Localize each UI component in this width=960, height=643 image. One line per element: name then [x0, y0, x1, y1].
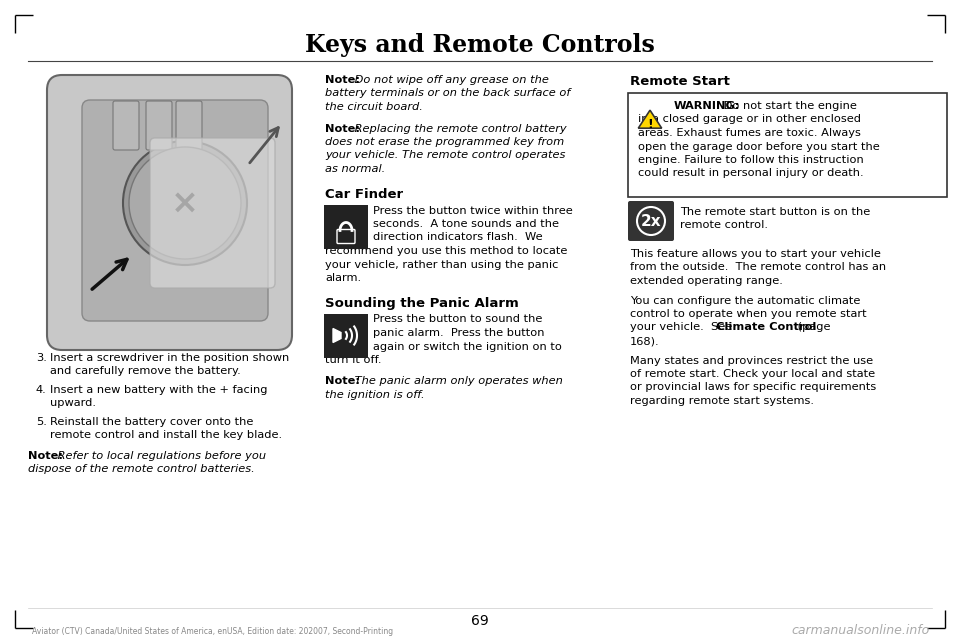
- Text: battery terminals or on the back surface of: battery terminals or on the back surface…: [325, 89, 570, 98]
- Text: Remote Start: Remote Start: [630, 75, 730, 88]
- Text: seconds.  A tone sounds and the: seconds. A tone sounds and the: [373, 219, 559, 229]
- FancyBboxPatch shape: [113, 101, 139, 150]
- Text: 5.: 5.: [36, 417, 47, 427]
- FancyBboxPatch shape: [146, 101, 172, 150]
- Text: direction indicators flash.  We: direction indicators flash. We: [373, 233, 542, 242]
- Text: Press the button twice within three: Press the button twice within three: [373, 206, 573, 215]
- Text: or provincial laws for specific requirements: or provincial laws for specific requirem…: [630, 383, 876, 392]
- Circle shape: [123, 141, 247, 265]
- Text: your vehicle.  See: your vehicle. See: [630, 323, 736, 332]
- Text: (page: (page: [795, 323, 831, 332]
- Text: Reinstall the battery cover onto the: Reinstall the battery cover onto the: [50, 417, 253, 427]
- Text: extended operating range.: extended operating range.: [630, 276, 782, 286]
- Text: Do not start the engine: Do not start the engine: [720, 101, 857, 111]
- Text: of remote start. Check your local and state: of remote start. Check your local and st…: [630, 369, 876, 379]
- Text: WARNING:: WARNING:: [674, 101, 740, 111]
- Text: Keys and Remote Controls: Keys and Remote Controls: [305, 33, 655, 57]
- Text: panic alarm.  Press the button: panic alarm. Press the button: [373, 328, 544, 338]
- FancyBboxPatch shape: [47, 75, 292, 350]
- Text: and carefully remove the battery.: and carefully remove the battery.: [50, 367, 241, 377]
- Text: Note:: Note:: [325, 75, 360, 85]
- Text: Note:: Note:: [28, 451, 63, 461]
- Text: 69: 69: [471, 614, 489, 628]
- Text: dispose of the remote control batteries.: dispose of the remote control batteries.: [28, 464, 254, 475]
- Text: Climate Control: Climate Control: [716, 323, 817, 332]
- Text: upward.: upward.: [50, 399, 96, 408]
- Text: regarding remote start systems.: regarding remote start systems.: [630, 396, 814, 406]
- Text: Insert a screwdriver in the position shown: Insert a screwdriver in the position sho…: [50, 353, 289, 363]
- Text: Insert a new battery with the + facing: Insert a new battery with the + facing: [50, 385, 268, 395]
- FancyBboxPatch shape: [150, 138, 275, 288]
- Text: 168).: 168).: [630, 336, 660, 346]
- Text: 4.: 4.: [36, 385, 47, 395]
- Text: Sounding the Panic Alarm: Sounding the Panic Alarm: [325, 296, 518, 309]
- Text: control to operate when you remote start: control to operate when you remote start: [630, 309, 867, 319]
- Text: Note:: Note:: [325, 377, 360, 386]
- Text: from the outside.  The remote control has an: from the outside. The remote control has…: [630, 262, 886, 273]
- Text: remote control.: remote control.: [680, 221, 768, 230]
- Text: does not erase the programmed key from: does not erase the programmed key from: [325, 137, 564, 147]
- Text: Many states and provinces restrict the use: Many states and provinces restrict the u…: [630, 356, 874, 365]
- FancyBboxPatch shape: [337, 230, 355, 244]
- Circle shape: [129, 147, 241, 259]
- FancyBboxPatch shape: [176, 101, 202, 150]
- Text: carmanualsonline.info: carmanualsonline.info: [792, 624, 930, 637]
- Text: recommend you use this method to locate: recommend you use this method to locate: [325, 246, 567, 256]
- Text: This feature allows you to start your vehicle: This feature allows you to start your ve…: [630, 249, 881, 259]
- FancyBboxPatch shape: [324, 314, 368, 358]
- Text: the circuit board.: the circuit board.: [325, 102, 422, 112]
- Text: Aviator (CTV) Canada/United States of America, enUSA, Edition date: 202007, Seco: Aviator (CTV) Canada/United States of Am…: [32, 626, 394, 635]
- Text: could result in personal injury or death.: could result in personal injury or death…: [638, 168, 864, 179]
- FancyBboxPatch shape: [82, 100, 268, 321]
- Text: in a closed garage or in other enclosed: in a closed garage or in other enclosed: [638, 114, 861, 125]
- Text: as normal.: as normal.: [325, 164, 385, 174]
- FancyBboxPatch shape: [628, 93, 947, 197]
- Text: the ignition is off.: the ignition is off.: [325, 390, 424, 400]
- Text: engine. Failure to follow this instruction: engine. Failure to follow this instructi…: [638, 155, 864, 165]
- Text: The panic alarm only operates when: The panic alarm only operates when: [351, 377, 563, 386]
- Text: again or switch the ignition on to: again or switch the ignition on to: [373, 341, 562, 352]
- Text: Do not wipe off any grease on the: Do not wipe off any grease on the: [351, 75, 549, 85]
- FancyBboxPatch shape: [628, 201, 674, 241]
- FancyBboxPatch shape: [324, 204, 368, 248]
- Text: Car Finder: Car Finder: [325, 188, 403, 201]
- Text: The remote start button is on the: The remote start button is on the: [680, 207, 871, 217]
- Text: ×: ×: [171, 186, 199, 219]
- Polygon shape: [638, 110, 661, 128]
- Text: alarm.: alarm.: [325, 273, 361, 283]
- Text: Note:: Note:: [325, 123, 360, 134]
- Text: Refer to local regulations before you: Refer to local regulations before you: [54, 451, 266, 461]
- Text: open the garage door before you start the: open the garage door before you start th…: [638, 141, 879, 152]
- Polygon shape: [333, 329, 341, 343]
- Text: !: !: [647, 118, 653, 131]
- Text: 3.: 3.: [36, 353, 47, 363]
- Text: your vehicle, rather than using the panic: your vehicle, rather than using the pani…: [325, 260, 559, 269]
- Text: areas. Exhaust fumes are toxic. Always: areas. Exhaust fumes are toxic. Always: [638, 128, 861, 138]
- Text: your vehicle. The remote control operates: your vehicle. The remote control operate…: [325, 150, 565, 161]
- Text: 2x: 2x: [640, 213, 661, 228]
- Text: You can configure the automatic climate: You can configure the automatic climate: [630, 296, 860, 305]
- Text: turn it off.: turn it off.: [325, 355, 381, 365]
- Text: Press the button to sound the: Press the button to sound the: [373, 314, 542, 325]
- Text: Replacing the remote control battery: Replacing the remote control battery: [351, 123, 566, 134]
- Text: remote control and install the key blade.: remote control and install the key blade…: [50, 431, 282, 440]
